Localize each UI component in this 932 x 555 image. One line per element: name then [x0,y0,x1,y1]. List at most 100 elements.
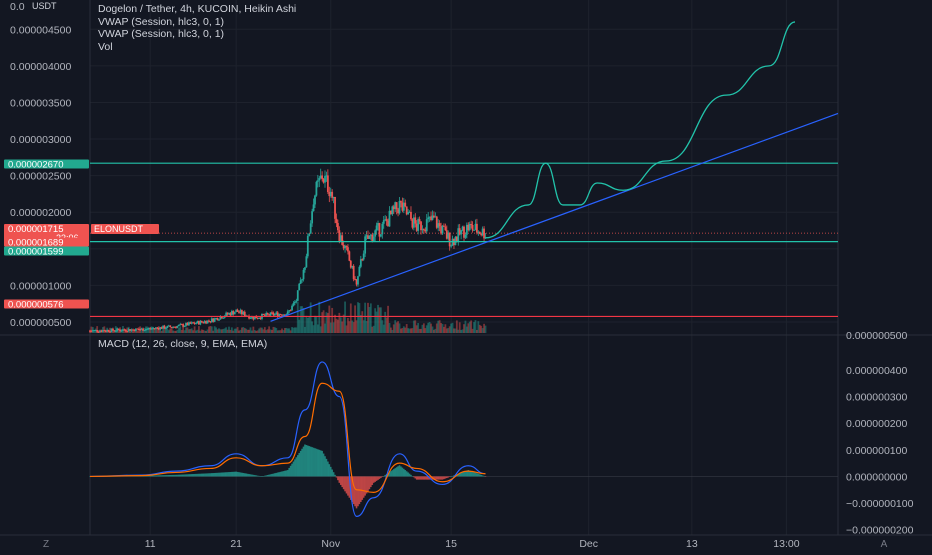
macd-histogram-bar [368,476,371,490]
volume-bar [450,323,453,333]
candle-body [451,238,454,246]
volume-bar [342,314,345,333]
macd-histogram-bar [372,476,375,483]
legend-title[interactable]: Dogelon / Tether, 4h, KUCOIN, Heikin Ash… [98,3,297,15]
candle-body [430,216,432,221]
volume-bar [385,317,388,333]
macd-histogram-bar [355,476,358,509]
volume-bar [392,324,395,333]
volume-bar [166,328,169,333]
time-tick-label: 15 [445,538,457,550]
candle-body [338,230,341,241]
volume-bar [245,328,248,333]
candle-body [276,312,279,317]
macd-histogram-bar [206,473,209,477]
macd-histogram-bar [173,474,176,477]
price-tick-label: 0.000002500 [10,171,71,183]
macd-histogram-bar [179,474,182,477]
macd-legend[interactable]: MACD (12, 26, close, 9, EMA, EMA) [98,338,268,350]
candle-body [443,225,445,227]
candle-body [255,316,258,319]
volume-bar [379,307,382,333]
macd-histogram-bar [435,476,438,480]
macd-axis: 0.000000400 0.000000300 0.000000200 0.00000… [846,330,914,537]
macd-histogram-bar [377,476,379,480]
volume-bar [179,326,182,333]
macd-histogram-bar [444,476,447,479]
trendline[interactable] [270,112,839,322]
macd-tick-label: 0.000000200 [846,418,907,430]
macd-histogram-bar [446,476,448,479]
volume-bar [134,330,137,333]
candle-body [177,325,180,327]
legend-line-vol[interactable]: Vol [98,40,113,53]
candle-body [341,235,344,245]
volume-bar [213,326,216,333]
macd-histogram-bar [433,476,435,480]
macd-histogram-bar [348,476,351,498]
candle-body [417,219,420,231]
volume-bar [421,324,424,333]
macd-histogram-bar [332,472,335,477]
candle-body [226,312,229,315]
price-badge-bg [4,299,89,309]
macd-histogram-bar [450,476,452,477]
candle-body [130,329,133,331]
macd-histogram-bar [170,474,173,477]
macd-histogram-bar [182,474,184,477]
macd-histogram-bar [291,463,293,477]
macd-histogram-bar [378,476,381,479]
volume-bar [309,302,312,333]
candle-body [269,312,272,316]
volume-bar [455,320,458,333]
volume-bar [112,328,114,333]
legend-line-vwap-2[interactable]: VWAP (Session, hlc3, 0, 1) [98,28,225,40]
macd-histogram-bar [156,475,159,477]
volume-bar [434,328,437,333]
macd-histogram-bar [408,473,411,477]
macd-histogram-bar [382,475,385,477]
macd-histogram-bar [215,472,217,477]
candle-body [182,324,185,327]
candle-body [463,226,465,238]
macd-histogram-bar [411,476,414,477]
horizontal-levels[interactable] [90,162,838,318]
candle-body [262,313,265,315]
volume-bar [311,321,314,333]
macd-histogram-bar [255,475,258,477]
volume-bar [170,327,173,333]
volume-bar [209,326,212,333]
volume-bar [430,323,432,333]
macd-histogram-bar [325,458,328,477]
macd-histogram-bar [195,473,197,477]
volume-bar [407,328,410,333]
macd-histogram-bar [295,457,298,477]
candle-body [400,200,402,203]
volume-bar [242,327,245,333]
candle-body [289,310,292,312]
projection-path[interactable] [485,21,796,239]
candle-body [140,328,143,330]
volume-bar [440,323,442,333]
candle-body [483,228,485,239]
price-badge-label: 0.000002670 [8,160,63,171]
macd-histogram-bar [460,472,462,477]
volume-bar [177,327,180,333]
legend-line-vwap-1[interactable]: VWAP (Session, hlc3, 0, 1) [98,15,225,28]
candle-body [157,327,160,330]
candle-body [156,327,159,329]
candle-body [292,303,295,306]
macd-histogram-bar [160,475,163,477]
candle-body [169,325,172,327]
volume-bar [375,311,378,333]
volume-bar [291,327,293,333]
candle-body [322,179,325,183]
volume-bar [484,325,487,333]
volume-bar [334,314,336,333]
volume-bar [271,329,273,333]
volume-bar [361,311,364,333]
candle-body [480,233,483,236]
volume-bar [199,330,202,333]
